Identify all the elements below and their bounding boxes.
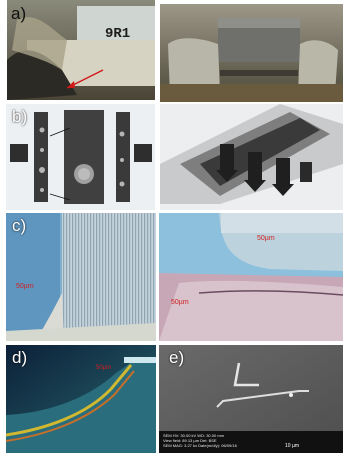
label-d: d) <box>12 348 28 367</box>
panel-d-left: d) 50µm <box>6 345 156 453</box>
label-e: e) <box>169 348 185 367</box>
panel-c-right: 50µm 50µm <box>159 213 343 341</box>
scale-bar-d: 50µm <box>96 365 112 371</box>
panel-c-left: c) 50µm <box>6 213 156 341</box>
panel-e-right: e) SEM HV: 30.00 kV WD: 30.00 mm View fi… <box>159 345 343 453</box>
cross-section-left <box>6 213 156 341</box>
sem-line-1: SEM HV: 30.00 kV WD: 30.00 mm <box>163 433 224 438</box>
chip-photo-left <box>7 0 155 100</box>
scale-bar-c-left: 50µm <box>16 283 34 290</box>
fluorescence-section <box>6 345 156 453</box>
sem-info-bar: SEM HV: 30.00 kV WD: 30.00 mm View field… <box>163 433 339 448</box>
panel-a-right <box>160 4 343 102</box>
panel-b-left: b) <box>6 104 155 210</box>
panel-a-left: 9R1 a) <box>7 0 155 100</box>
sem-line-2: View field: 89.13 µm Det: BSE <box>163 438 217 443</box>
chip-body <box>77 6 155 46</box>
label-c: c) <box>12 216 27 235</box>
scale-bar-c-right-bottom: 50µm <box>171 299 189 306</box>
cross-section-right <box>159 213 343 341</box>
sem-scale: 10 µm <box>285 443 299 449</box>
sem-line-3: SEM MAG: 3.27 kx Date(m/d/y): 06/09/16 <box>163 443 237 448</box>
sem-image <box>159 345 343 453</box>
xray-3d-view <box>160 104 343 210</box>
chip-marking: 9R1 <box>105 26 131 42</box>
chip-photo-right <box>160 4 343 102</box>
xray-top-view <box>6 104 155 210</box>
panel-b-right <box>160 104 343 210</box>
label-b: b) <box>12 107 28 126</box>
scale-bar-c-right-top: 50µm <box>257 235 275 242</box>
label-a: a) <box>11 4 27 23</box>
